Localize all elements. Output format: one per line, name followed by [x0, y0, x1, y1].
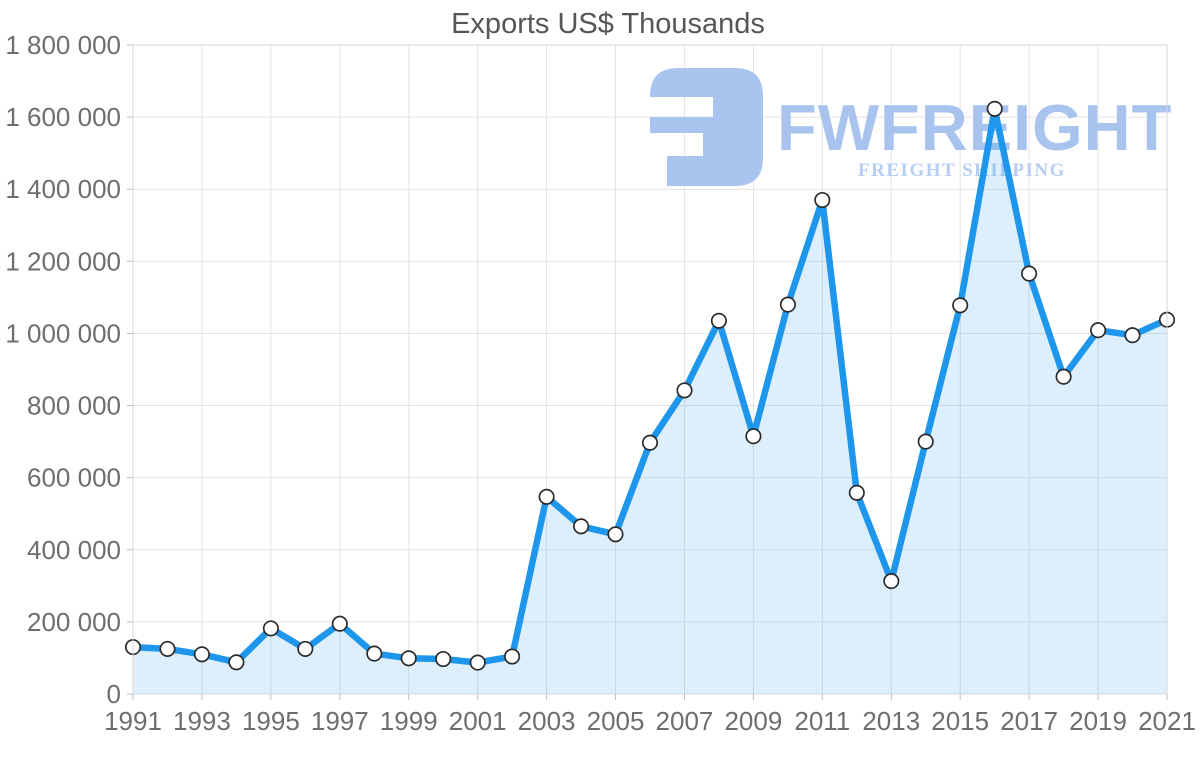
axes-layer: 0 200 000 400 000 600 000 800 000 1 000 000 1 …	[5, 30, 1196, 736]
data-point-2000[interactable]	[435, 650, 452, 668]
x-axis-label: 1991	[104, 706, 162, 736]
data-point-1993[interactable]	[193, 646, 210, 663]
x-axis-label: 1995	[242, 706, 300, 736]
y-axis-label: 1 600 000	[5, 102, 121, 132]
data-point-2018[interactable]	[1055, 368, 1072, 385]
data-point-1996[interactable]	[297, 640, 314, 657]
data-point-2016[interactable]	[986, 100, 1003, 117]
chart-title: Exports US$ Thousands	[451, 8, 765, 40]
data-point-2011[interactable]	[814, 191, 831, 209]
fwfreight-logo-icon	[650, 68, 763, 186]
data-point-2015[interactable]	[952, 297, 969, 314]
data-point-2012[interactable]	[848, 484, 865, 501]
data-point-2020[interactable]	[1124, 327, 1141, 344]
y-axis-label: 400 000	[27, 535, 121, 565]
x-axis-label: 2019	[1069, 706, 1127, 736]
data-point-2003[interactable]	[538, 488, 555, 505]
x-axis-label: 2011	[794, 706, 850, 736]
series-layer	[124, 100, 1176, 695]
y-axis-label: 1 800 000	[5, 30, 121, 60]
y-axis-label: 800 000	[27, 391, 121, 421]
area-fill	[133, 108, 1167, 695]
plot-border	[132, 44, 1168, 695]
data-point-2004[interactable]	[573, 518, 590, 535]
x-axis-label: 1999	[380, 706, 438, 736]
data-point-1998[interactable]	[366, 645, 383, 662]
data-point-2014[interactable]	[917, 433, 934, 450]
x-axis-label: 2001	[449, 706, 507, 736]
x-axis-label: 2007	[656, 706, 714, 736]
data-point-2013[interactable]	[883, 573, 900, 590]
data-point-1995[interactable]	[262, 620, 279, 637]
x-axis-label: 2017	[1000, 706, 1058, 736]
data-point-2007[interactable]	[676, 382, 693, 399]
data-point-2001[interactable]	[469, 654, 486, 671]
y-axis-label: 1 000 000	[5, 318, 121, 348]
data-point-1999[interactable]	[400, 650, 417, 667]
y-axis-label: 600 000	[27, 463, 121, 493]
y-axis-label: 200 000	[27, 607, 121, 637]
watermark: FWFREIGHT FREIGHT SHIPPING	[650, 68, 1172, 186]
y-axis-label: 1 400 000	[5, 174, 121, 204]
x-axis-label: 1997	[311, 706, 369, 736]
data-point-2010[interactable]	[779, 296, 796, 313]
data-point-2006[interactable]	[641, 434, 659, 451]
x-axis-label: 2009	[724, 706, 782, 736]
data-point-1994[interactable]	[228, 654, 245, 671]
x-axis-label: 2015	[931, 706, 989, 736]
data-point-2009[interactable]	[745, 428, 762, 445]
x-axis-label: 2003	[518, 706, 576, 736]
watermark-brand-text: FWFREIGHT	[777, 91, 1172, 164]
data-point-1992[interactable]	[159, 640, 176, 657]
x-axis-label: 2013	[862, 706, 920, 736]
x-axis-label: 2005	[587, 706, 645, 736]
y-axis-label: 1 200 000	[5, 246, 121, 276]
x-axis-label: 2021	[1138, 706, 1196, 736]
data-point-2008[interactable]	[710, 312, 727, 329]
data-point-2019[interactable]	[1090, 322, 1107, 339]
watermark-tagline-text: FREIGHT SHIPPING	[858, 160, 1066, 181]
data-point-2005[interactable]	[607, 526, 624, 543]
data-point-2017[interactable]	[1021, 265, 1038, 282]
x-axis-label: 1993	[173, 706, 231, 736]
y-axis-label: 0	[107, 679, 121, 709]
data-point-2002[interactable]	[504, 648, 521, 665]
data-point-1997[interactable]	[331, 615, 348, 632]
